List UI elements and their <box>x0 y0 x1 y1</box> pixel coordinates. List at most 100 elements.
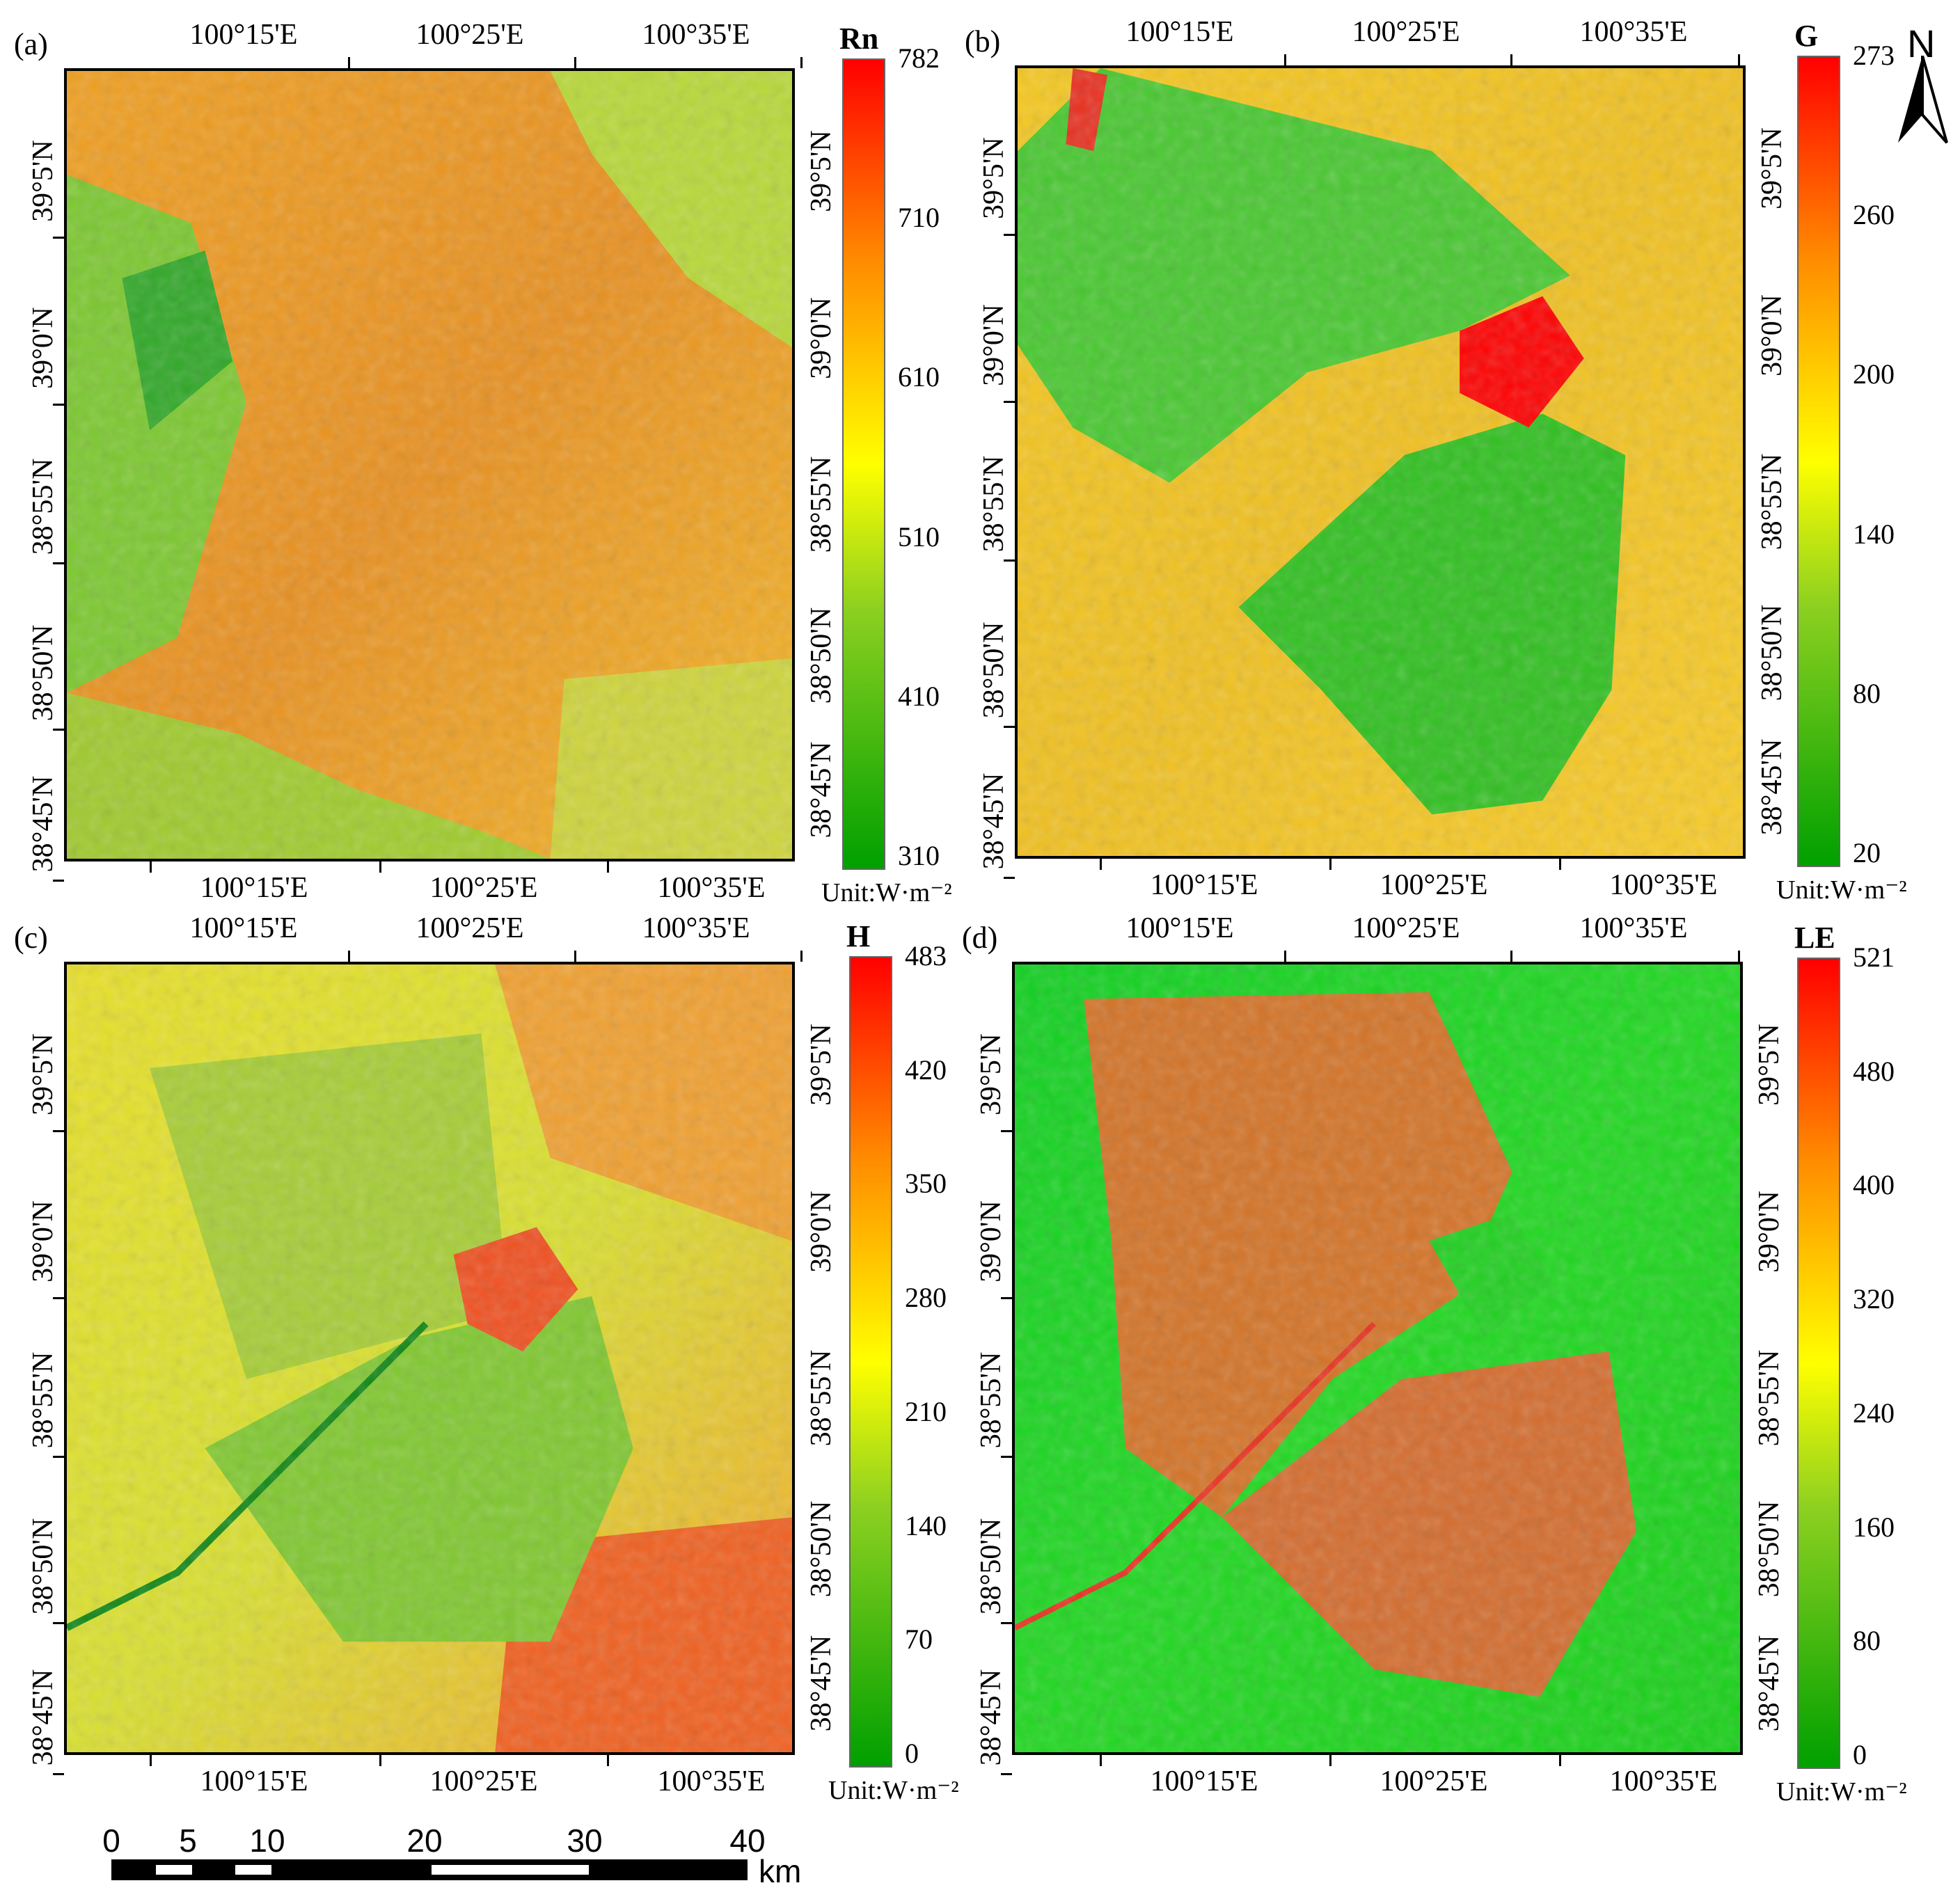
top-lon-tick: 100°35'E <box>1579 16 1688 48</box>
top-lon-tick: 100°25'E <box>1352 912 1460 944</box>
right-lat-tick: 39°5'N <box>1753 1024 1785 1106</box>
scale-bar-label: 20 <box>406 1822 443 1859</box>
colorbar-value: 80 <box>1853 677 1881 709</box>
colorbar-value: 350 <box>905 1168 947 1200</box>
tick-mark <box>1100 1755 1102 1766</box>
bottom-lon-tick: 100°25'E <box>1380 869 1488 901</box>
right-lat-tick: 38°50'N <box>805 607 837 704</box>
colorbar-value: 480 <box>1853 1055 1895 1087</box>
tick-mark <box>1004 400 1015 403</box>
scale-bar-label: 10 <box>249 1822 285 1859</box>
bottom-lon-tick: 100°15'E <box>1150 1765 1258 1797</box>
bottom-lon-tick: 100°35'E <box>657 872 766 904</box>
left-lat-tick: 38°55'N <box>975 1351 1007 1449</box>
scale-bar-label: 5 <box>179 1822 197 1859</box>
tick-mark <box>53 729 64 731</box>
left-lat-tick: 38°50'N <box>978 621 1010 719</box>
map-frame <box>1012 962 1743 1755</box>
colorbar-value: 20 <box>1853 837 1881 868</box>
right-lat-tick: 38°45'N <box>805 742 837 839</box>
tick-mark <box>348 951 350 962</box>
unit-label: Unit:W·m⁻² <box>828 1776 959 1805</box>
right-lat-tick: 38°45'N <box>1753 1635 1785 1732</box>
tick-mark <box>1004 876 1015 879</box>
colorbar-value: 210 <box>905 1395 947 1427</box>
tick-mark <box>607 861 609 873</box>
right-lat-tick: 39°0'N <box>1756 294 1788 376</box>
left-lat-tick: 38°55'N <box>978 455 1010 553</box>
tick-mark <box>574 951 576 962</box>
colorbar-value: 510 <box>898 521 940 553</box>
tick-mark <box>150 861 152 873</box>
right-lat-tick: 38°55'N <box>1756 453 1788 550</box>
left-lat-tick: 38°45'N <box>27 775 59 873</box>
left-lat-tick: 39°0'N <box>27 1200 59 1282</box>
right-lat-tick: 38°45'N <box>1756 739 1788 836</box>
colorbar <box>1797 958 1840 1769</box>
right-lat-tick: 38°45'N <box>805 1635 837 1732</box>
left-lat-tick: 38°55'N <box>27 458 59 555</box>
tick-mark <box>1004 559 1015 562</box>
bottom-lon-tick: 100°25'E <box>429 872 538 904</box>
map-frame <box>64 68 795 861</box>
tick-mark <box>150 1755 152 1766</box>
colorbar-title: G <box>1794 19 1819 53</box>
tick-mark <box>379 1755 381 1766</box>
colorbar-value: 483 <box>905 940 947 971</box>
right-lat-tick: 39°0'N <box>1753 1190 1785 1273</box>
colorbar-value: 0 <box>905 1738 919 1769</box>
top-lon-tick: 100°35'E <box>642 912 750 944</box>
colorbar-value: 200 <box>1853 358 1895 390</box>
colorbar-value: 140 <box>1853 518 1895 550</box>
right-lat-tick: 38°50'N <box>1753 1500 1785 1597</box>
bottom-lon-tick: 100°15'E <box>200 872 308 904</box>
panel-label: (b) <box>965 24 1001 58</box>
colorbar-value: 782 <box>898 42 940 74</box>
colorbar-value: 70 <box>905 1623 933 1655</box>
bottom-lon-tick: 100°35'E <box>1609 869 1718 901</box>
tick-mark <box>53 403 64 406</box>
tick-mark <box>800 57 803 68</box>
left-lat-tick: 39°5'N <box>975 1033 1007 1116</box>
top-lon-tick: 100°15'E <box>189 19 298 51</box>
raster-map <box>1018 68 1743 856</box>
left-lat-tick: 39°5'N <box>27 140 59 223</box>
colorbar-value: 410 <box>898 680 940 712</box>
colorbar-value: 320 <box>1853 1283 1895 1315</box>
colorbar <box>1797 56 1840 867</box>
colorbar-title: Rn <box>839 22 879 56</box>
colorbar-value: 521 <box>1853 942 1895 973</box>
colorbar-value: 710 <box>898 202 940 234</box>
top-lon-tick: 100°15'E <box>189 912 298 944</box>
bottom-lon-tick: 100°35'E <box>657 1765 766 1797</box>
bottom-lon-tick: 100°15'E <box>1150 869 1258 901</box>
top-lon-tick: 100°35'E <box>1579 912 1688 944</box>
left-lat-tick: 39°0'N <box>978 303 1010 386</box>
top-lon-tick: 100°15'E <box>1125 16 1234 48</box>
colorbar-value: 0 <box>1853 1739 1867 1770</box>
tick-mark <box>53 1772 64 1775</box>
tick-mark <box>53 237 64 239</box>
tick-mark <box>1001 1130 1012 1133</box>
tick-mark <box>53 879 64 882</box>
raster-map <box>67 964 792 1752</box>
top-lon-tick: 100°25'E <box>1352 16 1460 48</box>
tick-mark <box>379 861 381 873</box>
right-lat-tick: 38°55'N <box>805 1349 837 1447</box>
left-lat-tick: 39°5'N <box>27 1033 59 1116</box>
tick-mark <box>1738 951 1740 962</box>
right-lat-tick: 38°50'N <box>805 1500 837 1597</box>
right-lat-tick: 39°5'N <box>805 1024 837 1106</box>
left-lat-tick: 38°45'N <box>27 1669 59 1766</box>
tick-mark <box>800 951 803 962</box>
colorbar-value: 140 <box>905 1509 947 1541</box>
right-lat-tick: 38°50'N <box>1756 604 1788 701</box>
bottom-lon-tick: 100°35'E <box>1609 1765 1718 1797</box>
colorbar-value: 400 <box>1853 1169 1895 1201</box>
colorbar <box>842 58 885 870</box>
colorbar <box>849 956 892 1768</box>
colorbar-value: 240 <box>1853 1397 1895 1429</box>
colorbar-value: 610 <box>898 361 940 393</box>
tick-mark <box>607 1755 609 1766</box>
top-lon-tick: 100°15'E <box>1125 912 1234 944</box>
